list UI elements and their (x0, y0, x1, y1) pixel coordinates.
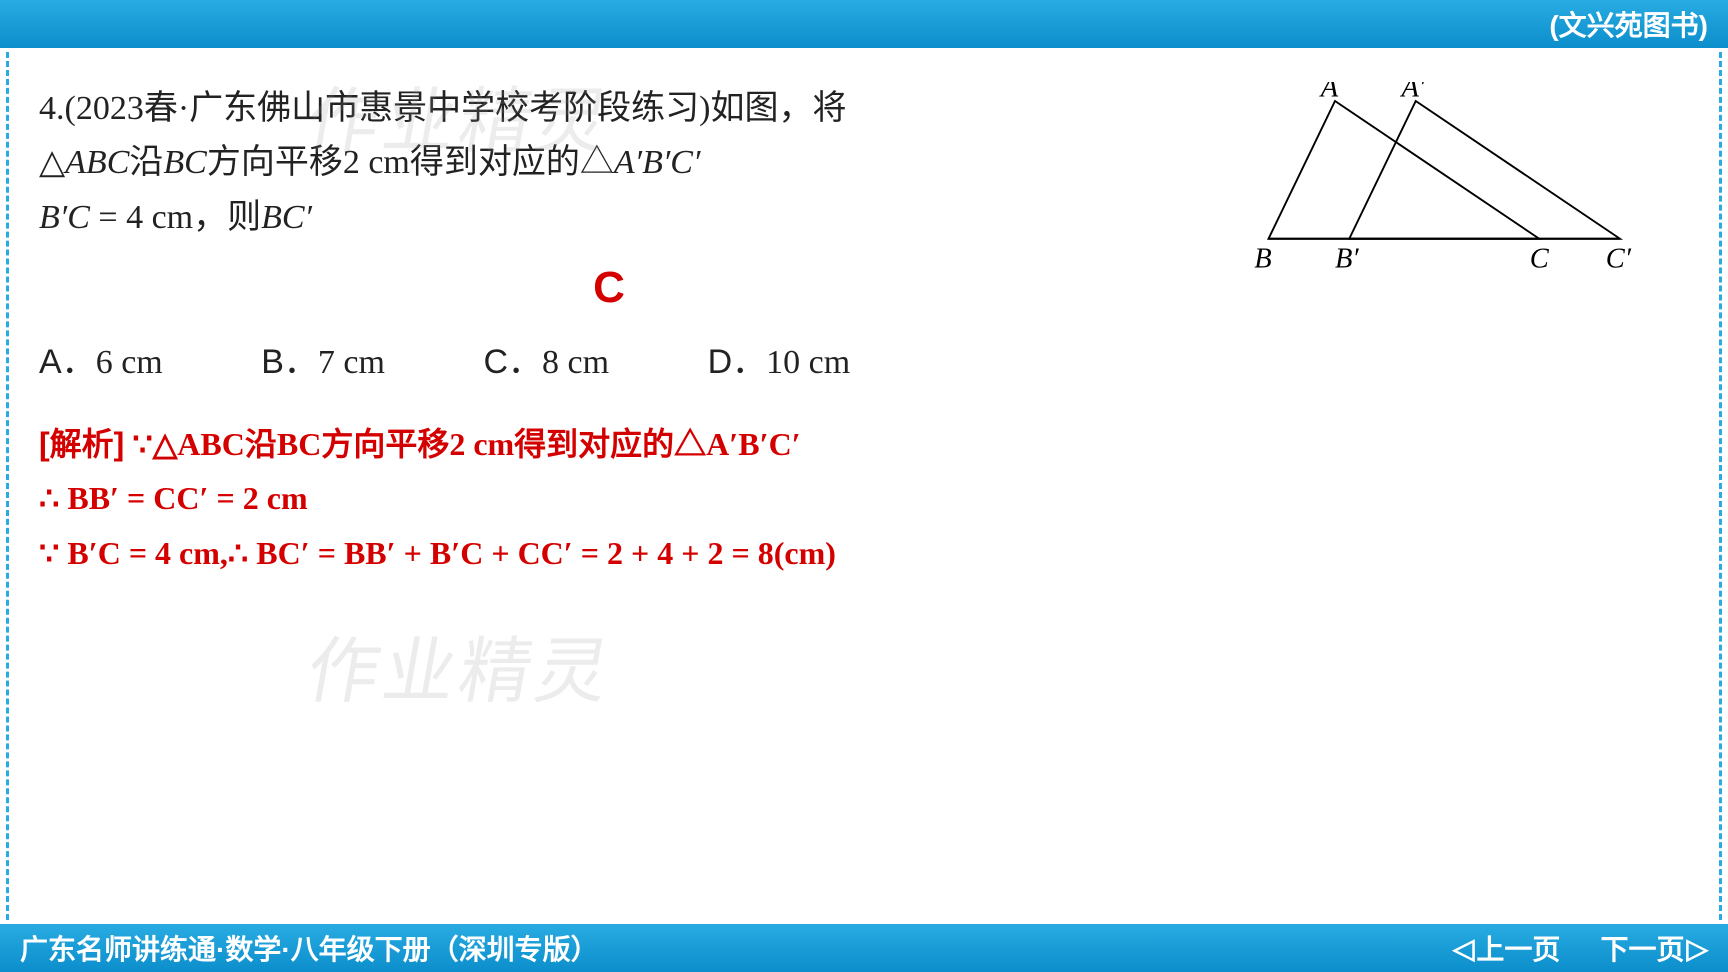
option-a: A．6 cm (39, 332, 163, 393)
q-post: 方向平移2 cm得到对应的△ (207, 144, 614, 181)
next-page-button[interactable]: 下一页▷ (1600, 928, 1708, 968)
label-bp: B′ (1335, 243, 1359, 272)
next-icon: ▷ (1686, 932, 1708, 965)
q-bpc: B′C (39, 199, 90, 236)
label-c: C (1530, 243, 1550, 272)
answer-letter: C (39, 253, 1179, 323)
footer-left: 广东名师讲练通·数学·八年级下册（深圳专版） (20, 928, 599, 968)
label-b: B (1254, 243, 1271, 272)
opt-a-label: A． (39, 343, 96, 381)
exp-line1: ∵△ABC沿BC方向平移2 cm得到对应的△A′B′C′ (124, 426, 800, 462)
content-area: 作业精灵 作业精灵 4.(2023春·广东佛山市惠景中学校考阶段练习)如图，将 … (6, 52, 1722, 920)
options: A．6 cm B．7 cm C．8 cm D．10 cm (39, 332, 1179, 393)
diagram-labels: A A′ B B′ C C′ (1254, 82, 1632, 272)
opt-c-val: 8 cm (542, 344, 609, 381)
q-abc: ABC (65, 144, 129, 181)
diagram-lines (1269, 101, 1621, 239)
q-tri1: △ (39, 144, 65, 181)
q-stem1: 如图，将 (710, 90, 846, 127)
prev-icon: ◁ (1453, 932, 1475, 965)
watermark-bottom: 作业精灵 (300, 612, 623, 717)
q-number: 4. (39, 90, 65, 127)
label-a: A (1319, 82, 1339, 103)
triangle-aprime (1349, 101, 1620, 239)
prev-page-button[interactable]: ◁上一页 (1453, 928, 1561, 968)
q-bc: BC (163, 144, 206, 181)
exp-line2: ∴ BB′ = CC′ = 2 cm (39, 480, 308, 516)
opt-b-val: 7 cm (318, 344, 385, 381)
question-text: 4.(2023春·广东佛山市惠景中学校考阶段练习)如图，将 △ABC沿BC方向平… (39, 82, 1179, 393)
footer-bar: 广东名师讲练通·数学·八年级下册（深圳专版） ◁上一页 下一页▷ (0, 924, 1728, 972)
opt-a-val: 6 cm (96, 344, 163, 381)
triangle-abc (1269, 101, 1540, 239)
next-label: 下一页 (1600, 928, 1684, 968)
option-d: D．10 cm (708, 332, 851, 393)
q-mid: 沿 (129, 144, 163, 181)
q-aprime: A′B′C′ (614, 144, 701, 181)
option-b: B．7 cm (261, 332, 385, 393)
triangle-diagram: A A′ B B′ C C′ (1209, 82, 1689, 272)
q-bcp: BC′ (261, 199, 312, 236)
label-cp: C′ (1606, 243, 1632, 272)
q-eq: = 4 cm，则 (90, 199, 261, 236)
q-source: (2023春·广东佛山市惠景中学校考阶段练习) (65, 90, 711, 127)
opt-d-label: D． (708, 343, 767, 381)
opt-b-label: B． (261, 343, 318, 381)
option-c: C．8 cm (483, 332, 609, 393)
exp-label: [解析] (39, 426, 124, 462)
opt-c-label: C． (483, 343, 542, 381)
header-brand: (文兴苑图书) (1549, 4, 1708, 44)
exp-line3: ∵ B′C = 4 cm,∴ BC′ = BB′ + B′C + CC′ = 2… (39, 535, 836, 571)
explanation: [解析] ∵△ABC沿BC方向平移2 cm得到对应的△A′B′C′ ∴ BB′ … (39, 417, 1689, 580)
footer-nav: ◁上一页 下一页▷ (1453, 928, 1708, 968)
label-ap: A′ (1400, 82, 1426, 103)
header-bar: (文兴苑图书) (0, 0, 1728, 48)
question-row: 4.(2023春·广东佛山市惠景中学校考阶段练习)如图，将 △ABC沿BC方向平… (39, 82, 1689, 393)
prev-label: 上一页 (1476, 928, 1560, 968)
opt-d-val: 10 cm (766, 344, 850, 381)
